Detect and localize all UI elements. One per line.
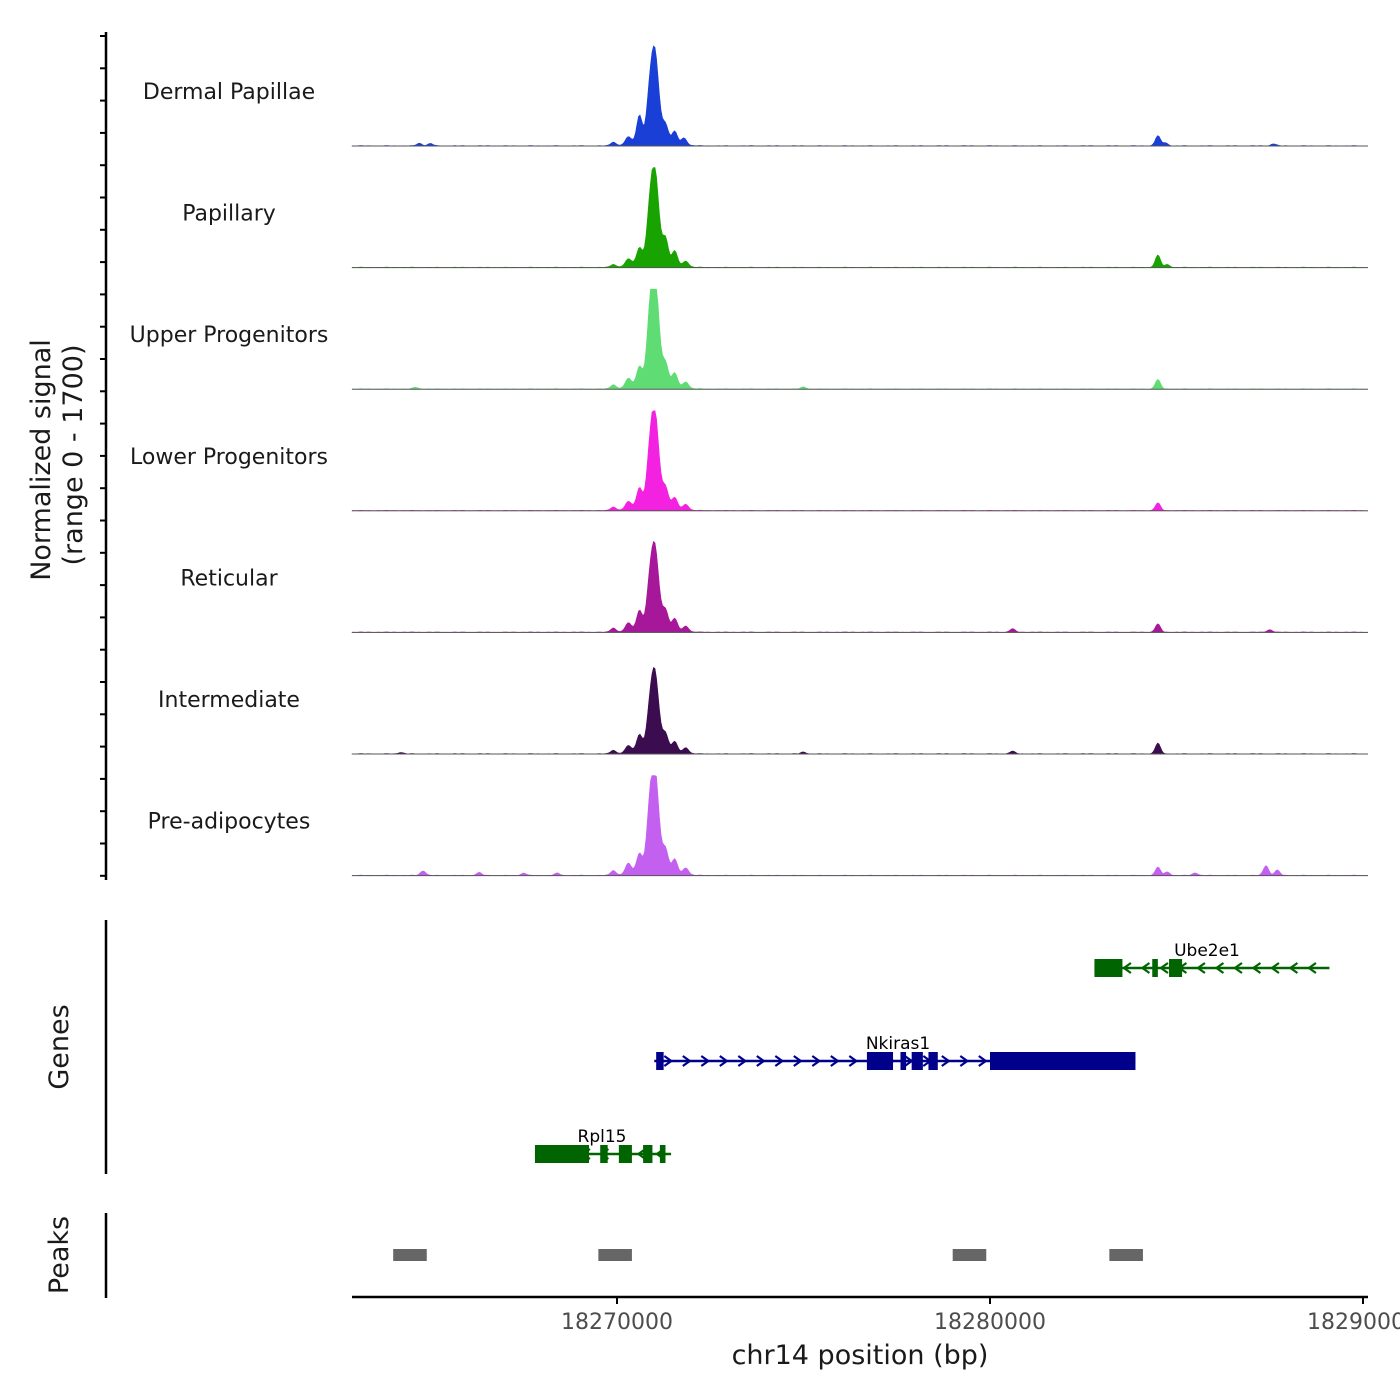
gene-model: Nkiras1 [654,1034,1136,1070]
strand-chevron [682,1055,692,1067]
peak-region [598,1249,632,1261]
coverage-area [351,288,1368,390]
gene-exon [659,1145,666,1163]
strand-chevron [1214,962,1225,974]
coverage-track: Intermediate [158,666,1368,755]
gene-exon [900,1052,907,1070]
gene-exon [600,1145,608,1163]
gene-exon [1169,959,1183,977]
coverage-area [351,666,1368,755]
gene-exon [1152,959,1158,977]
gene-exon [928,1052,938,1070]
gene-model: Ube2e1 [1094,941,1330,977]
coverage-track: Dermal Papillae [143,45,1368,147]
gene-model: Rpl15 [534,1127,672,1163]
genes-panel: Ube2e1 Nkiras1 Rpl15 [104,920,1330,1174]
y-axis-title-line2: (range 0 - 1700) [58,345,89,566]
peak-region [952,1249,987,1261]
coverage-area [351,410,1368,512]
strand-chevron [774,1055,785,1067]
coverage-track: Papillary [182,167,1368,269]
x-axis-title: chr14 position (bp) [732,1340,989,1371]
x-tick-label: 18270000 [561,1310,673,1335]
x-tick-label: 18290000 [1307,1310,1400,1335]
strand-chevron [811,1055,822,1067]
strand-chevron [1307,962,1317,974]
gene-exon [911,1052,923,1070]
peak-region [1109,1249,1143,1261]
track-label: Upper Progenitors [130,323,329,348]
gene-exon [618,1145,632,1163]
strand-chevron [941,1055,951,1067]
track-label: Intermediate [158,688,300,713]
peaks-panel [104,1213,1143,1298]
gene-exon [990,1052,1136,1070]
strand-chevron [636,1148,647,1160]
peaks-axis-title: Peaks [44,1216,75,1294]
strand-chevron [663,1055,674,1067]
track-label: Lower Progenitors [130,445,328,470]
strand-chevron [1288,962,1299,974]
strand-chevron [978,1055,988,1067]
x-axis: 18270000 18280000 18290000 [352,1295,1400,1335]
strand-chevron [719,1055,729,1067]
coverage-track: Reticular [180,540,1368,633]
gene-exon [866,1052,894,1070]
coverage-area [351,775,1368,876]
coverage-area [351,540,1368,633]
strand-chevron [737,1055,748,1067]
strand-chevron [700,1055,711,1067]
y-axis-title-line1: Normalized signal [26,339,57,581]
gene-label: Rpl15 [578,1127,627,1147]
peak-region [393,1249,427,1261]
gene-exon [643,1145,653,1163]
strand-chevron [848,1055,859,1067]
strand-chevron [959,1055,970,1067]
strand-chevron [1140,962,1151,974]
coverage-area [351,45,1368,147]
genes-axis-title: Genes [44,1004,75,1089]
strand-chevron [1233,962,1243,974]
strand-chevron [830,1055,840,1067]
coverage-track: Lower Progenitors [130,410,1368,512]
strand-chevron [1196,962,1206,974]
gene-label: Ube2e1 [1174,941,1240,961]
coverage-tracks: Dermal Papillae Papillary Upper Progenitor… [130,45,1368,877]
coverage-track: Pre-adipocytes [148,775,1368,877]
track-label: Reticular [180,566,278,591]
strand-chevron [1122,962,1132,974]
coverage-area [351,167,1368,268]
track-label: Dermal Papillae [143,80,315,105]
strand-chevron [1270,962,1280,974]
signal-y-axis [100,32,108,880]
gene-exon [534,1145,590,1163]
strand-chevron [756,1055,766,1067]
gene-label: Nkiras1 [866,1034,930,1054]
track-label: Pre-adipocytes [148,810,311,835]
strand-chevron [1159,962,1169,974]
gene-exon [656,1052,664,1070]
track-label: Papillary [182,202,276,227]
strand-chevron [793,1055,803,1067]
gene-exon [1094,959,1123,977]
coverage-track: Upper Progenitors [130,288,1368,390]
x-tick-label: 18280000 [934,1310,1046,1335]
strand-chevron [1251,962,1262,974]
